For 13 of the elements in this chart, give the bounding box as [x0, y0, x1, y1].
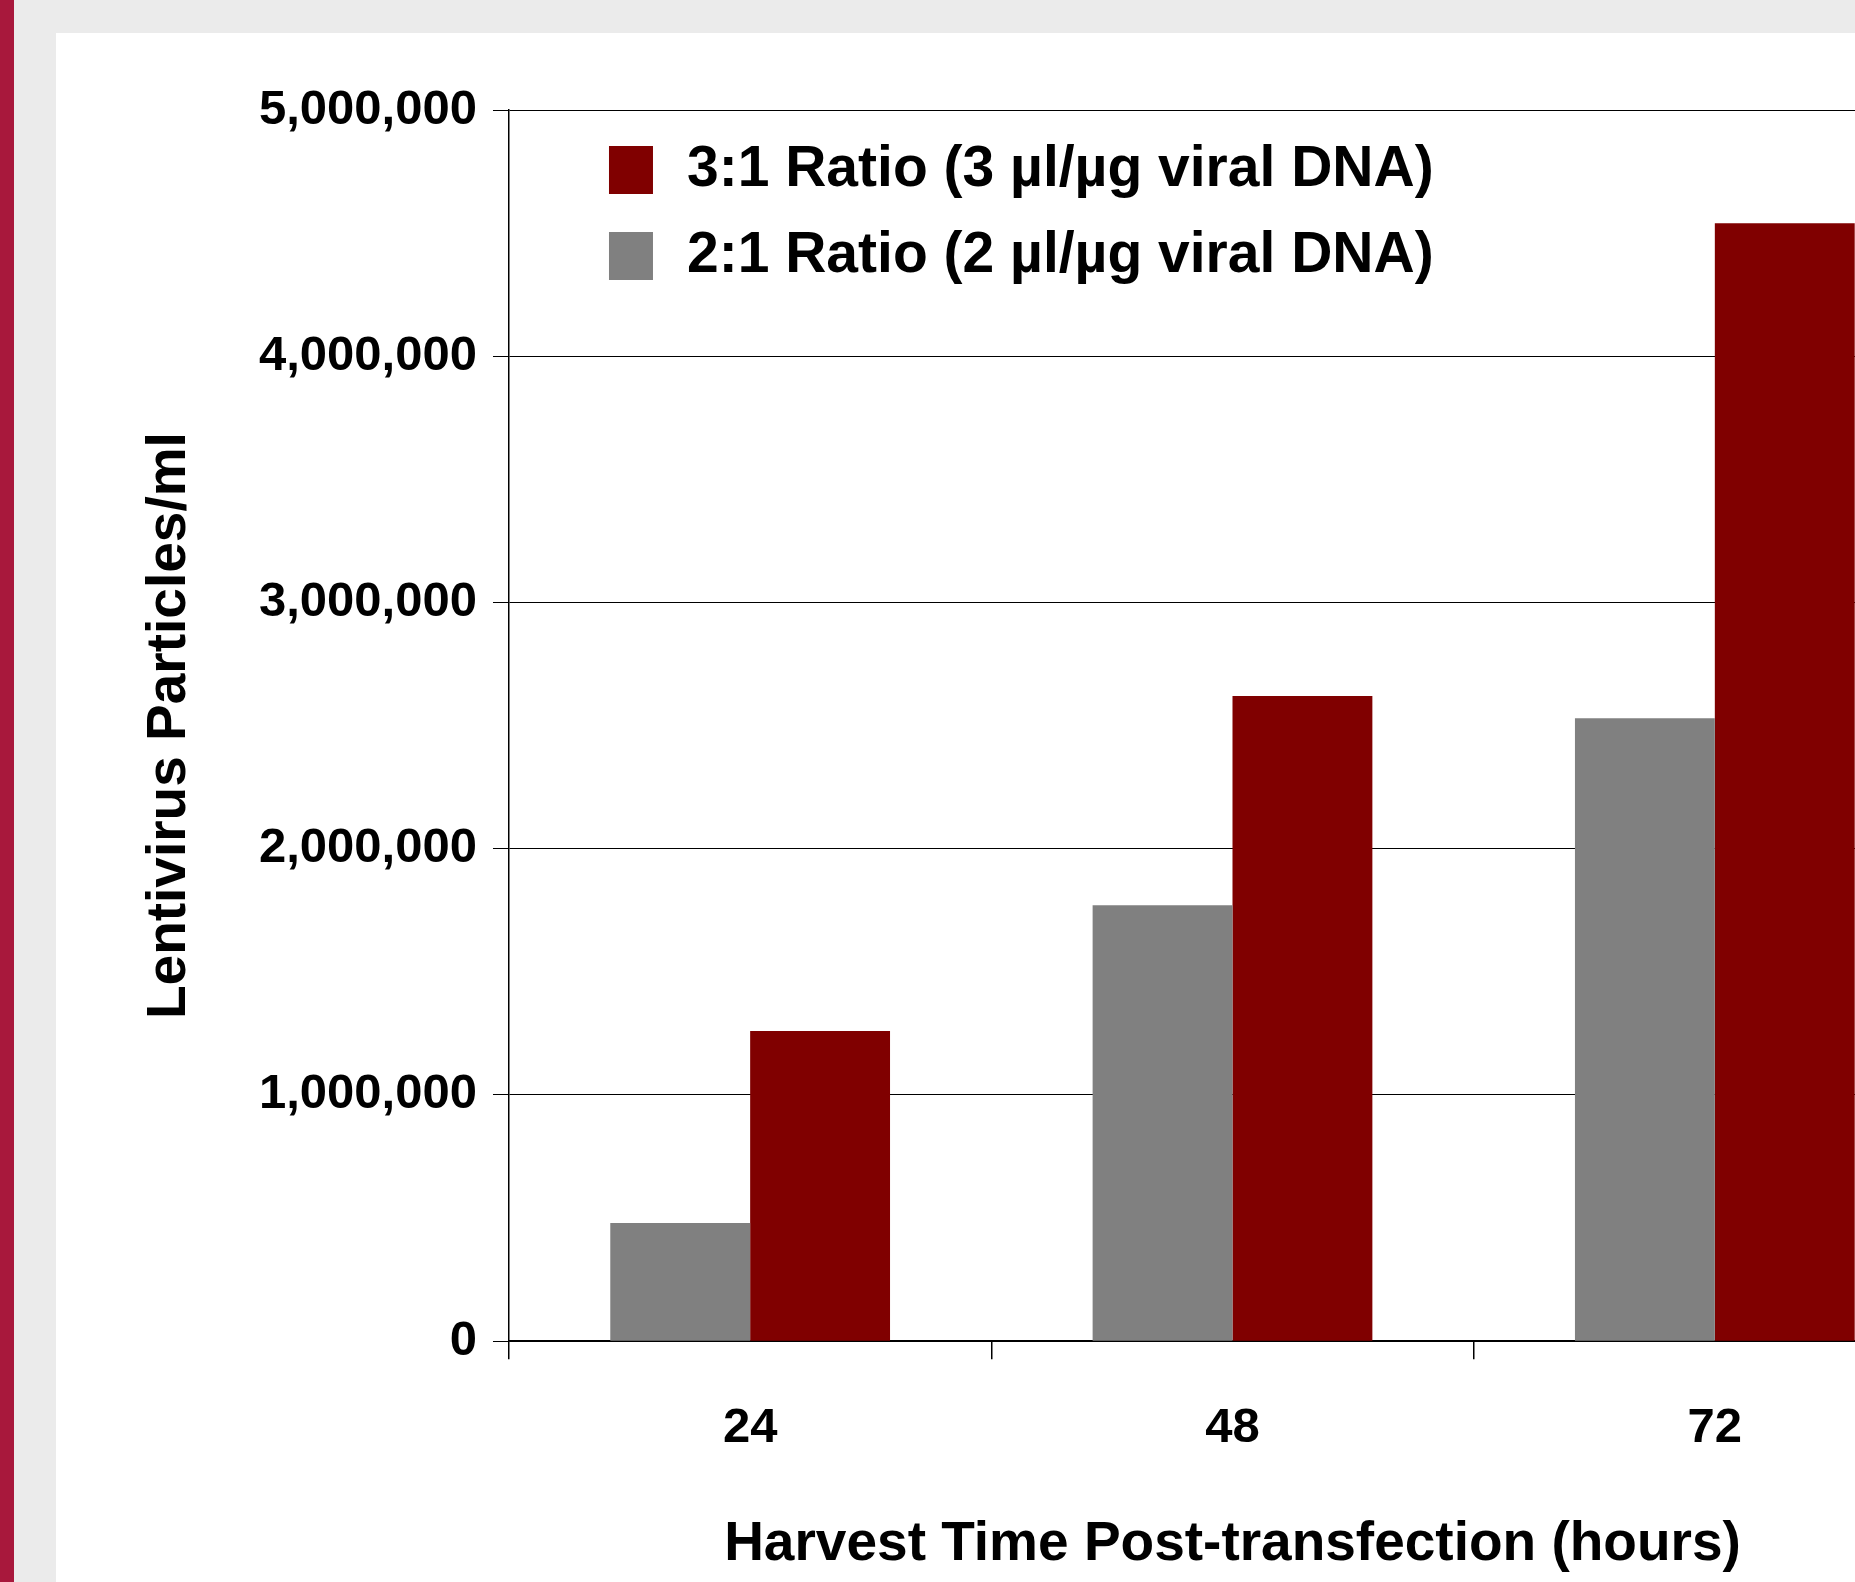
x-tick-label: 24: [722, 1398, 778, 1453]
y-tick-label: 2,000,000: [258, 818, 477, 873]
x-tick-label: 48: [1205, 1398, 1260, 1453]
y-axis-title: Lentivirus Particles/ml: [135, 432, 198, 1020]
x-axis-title: Harvest Time Post-transfection (hours): [724, 1510, 1741, 1573]
y-tick-label: 3,000,000: [258, 572, 477, 626]
legend-label: 2:1 Ratio (2 µl/µg viral DNA): [686, 219, 1434, 284]
legend-label: 3:1 Ratio (3 µl/µg viral DNA): [686, 133, 1434, 198]
x-tick-label: 72: [1687, 1398, 1743, 1453]
y-tick-label: 5,000,000: [258, 79, 477, 134]
y-tick-label: 1,000,000: [258, 1064, 477, 1119]
y-tick-label: 4,000,000: [258, 325, 477, 380]
y-tick-label: 0: [449, 1310, 477, 1365]
